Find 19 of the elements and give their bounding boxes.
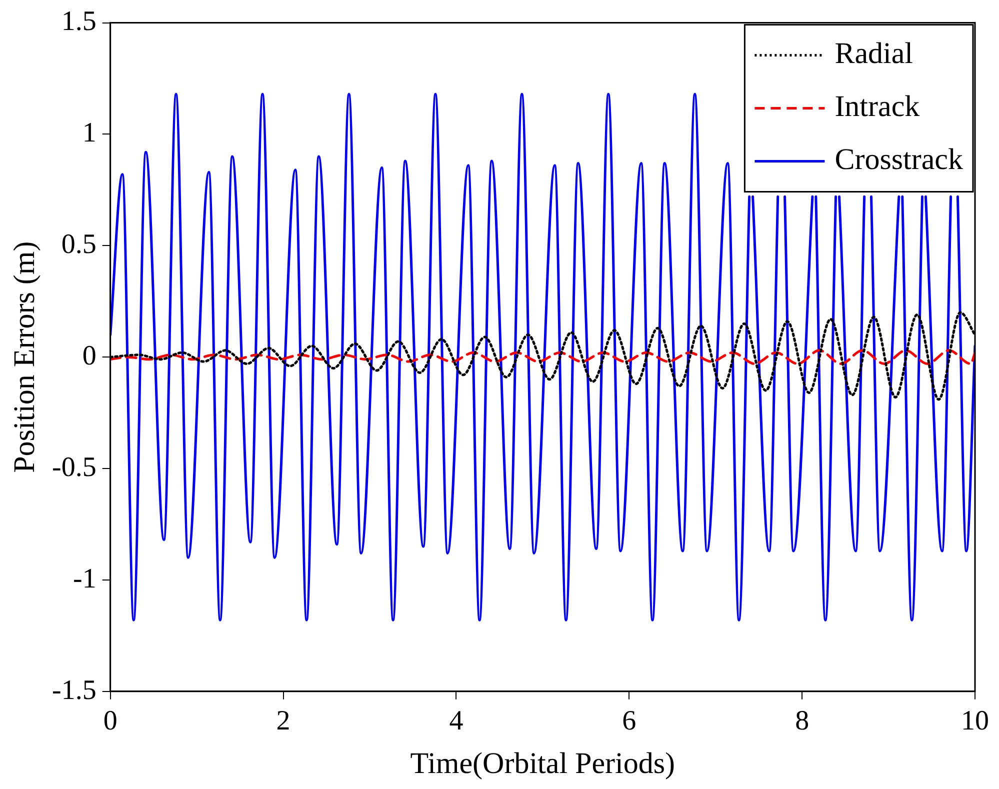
y-tick-label: 0	[82, 340, 96, 372]
y-tick-label: -0.5	[52, 452, 96, 483]
y-tick-label: 1.5	[61, 6, 96, 38]
legend-label: Crosstrack	[834, 143, 964, 176]
line-series	[110, 349, 975, 366]
legend-label: Radial	[834, 37, 914, 70]
x-tick-label: 8	[795, 706, 810, 737]
y-axis-title: Position Errors (m)	[8, 241, 41, 473]
y-tick-label: 1	[82, 118, 96, 149]
y-tick-label: -1.5	[52, 674, 96, 706]
y-tick-label: 0.5	[61, 229, 96, 260]
x-tick-label: 0	[103, 706, 118, 737]
x-tick-label: 2	[276, 706, 290, 737]
y-tick-label: -1	[72, 563, 96, 594]
legend-label: Intrack	[834, 90, 920, 124]
x-tick-label: 6	[622, 706, 636, 737]
x-axis-title: Time(Orbital Periods)	[410, 746, 676, 780]
x-tick-label: 4	[449, 706, 464, 737]
x-tick-label: 10	[961, 706, 989, 737]
